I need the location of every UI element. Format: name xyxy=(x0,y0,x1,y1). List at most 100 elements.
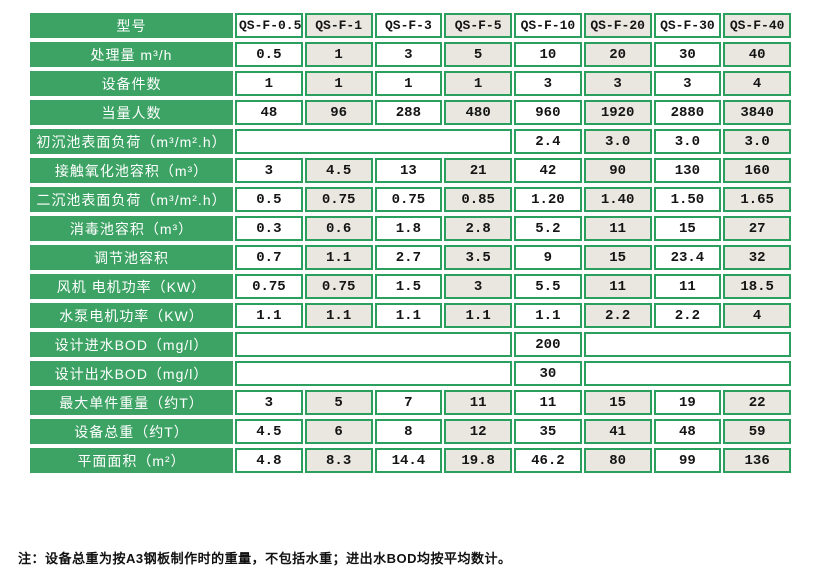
value-cell: 960 xyxy=(514,100,582,125)
spec-table-head: 型号 QS-F-0.5 QS-F-1 QS-F-3 QS-F-5 QS-F-10 QS-F-… xyxy=(30,13,791,38)
value-cell: 0.5 xyxy=(235,42,303,67)
value-cell: 5 xyxy=(444,42,512,67)
model-column-header: QS-F-30 xyxy=(653,13,722,38)
model-row-label: 型号 xyxy=(30,13,233,38)
value-cell: 4 xyxy=(723,71,791,96)
spec-table: 型号 QS-F-0.5 QS-F-1 QS-F-3 QS-F-5 QS-F-10 QS-F-… xyxy=(28,9,793,477)
value-cell: 13 xyxy=(374,158,443,183)
value-cell: 42 xyxy=(514,158,582,183)
value-cell: 48 xyxy=(235,100,303,125)
table-row: 消毒池容积（m³） 0.3 0.6 1.8 2.8 5.2 11 15 27 xyxy=(30,216,791,241)
value-cell: 130 xyxy=(653,158,722,183)
value-cell: 30 xyxy=(653,42,722,67)
value-cell: 1.40 xyxy=(583,187,652,212)
row-label: 设计进水BOD（mg/l） xyxy=(30,332,233,357)
row-label: 二沉池表面负荷（m³/m².h） xyxy=(30,187,233,212)
value-cell: 1.20 xyxy=(514,187,582,212)
value-cell: 21 xyxy=(444,158,512,183)
value-cell: 1 xyxy=(235,71,303,96)
value-cell: 1.50 xyxy=(653,187,722,212)
value-cell: 1.5 xyxy=(374,274,443,299)
table-row: 风机 电机功率（KW） 0.75 0.75 1.5 3 5.5 11 11 18.5 xyxy=(30,274,791,299)
value-cell: 20 xyxy=(583,42,652,67)
value-cell: 1.1 xyxy=(374,303,443,328)
row-label: 平面面积（m²） xyxy=(30,448,233,473)
row-label: 调节池容积 xyxy=(30,245,233,270)
value-cell: 27 xyxy=(723,216,791,241)
value-cell: 11 xyxy=(653,274,722,299)
table-row: 设计出水BOD（mg/l） 30 xyxy=(30,361,791,386)
value-cell: 2.2 xyxy=(583,303,652,328)
value-cell: 11 xyxy=(583,274,652,299)
row-label: 初沉池表面负荷（m³/m².h） xyxy=(30,129,233,154)
value-cell: 1 xyxy=(374,71,443,96)
value-cell: 5.5 xyxy=(514,274,582,299)
empty-cell xyxy=(235,332,512,357)
value-cell: 1.1 xyxy=(235,303,303,328)
empty-cell xyxy=(583,332,791,357)
value-cell: 99 xyxy=(653,448,722,473)
value-cell: 136 xyxy=(723,448,791,473)
row-label: 最大单件重量（约T） xyxy=(30,390,233,415)
table-row: 接触氧化池容积（m³） 3 4.5 13 21 42 90 130 160 xyxy=(30,158,791,183)
value-cell: 0.5 xyxy=(235,187,303,212)
table-row: 处理量 m³/h 0.5 1 3 5 10 20 30 40 xyxy=(30,42,791,67)
model-column-header: QS-F-10 xyxy=(514,13,582,38)
value-cell: 1.1 xyxy=(304,303,373,328)
value-cell: 1.65 xyxy=(723,187,791,212)
value-cell: 3.0 xyxy=(583,129,652,154)
model-column-header: QS-F-3 xyxy=(374,13,443,38)
value-cell: 3 xyxy=(514,71,582,96)
table-row: 水泵电机功率（KW） 1.1 1.1 1.1 1.1 1.1 2.2 2.2 4 xyxy=(30,303,791,328)
row-label: 风机 电机功率（KW） xyxy=(30,274,233,299)
value-cell: 0.75 xyxy=(235,274,303,299)
table-row: 设备件数 1 1 1 1 3 3 3 4 xyxy=(30,71,791,96)
spec-table-body: 处理量 m³/h 0.5 1 3 5 10 20 30 40 设备件数 1 1 1 1 3 3 3 4 当量人数 48… xyxy=(30,42,791,473)
value-cell: 3 xyxy=(235,158,303,183)
value-cell: 0.6 xyxy=(304,216,373,241)
value-cell: 5.2 xyxy=(514,216,582,241)
value-cell: 480 xyxy=(444,100,512,125)
table-row: 二沉池表面负荷（m³/m².h） 0.5 0.75 0.75 0.85 1.20 1.40 1… xyxy=(30,187,791,212)
value-cell: 12 xyxy=(444,419,512,444)
value-cell: 0.75 xyxy=(304,187,373,212)
value-cell: 3 xyxy=(444,274,512,299)
value-cell: 9 xyxy=(514,245,582,270)
value-cell: 160 xyxy=(723,158,791,183)
value-cell: 15 xyxy=(583,245,652,270)
value-cell: 8 xyxy=(374,419,443,444)
value-cell: 288 xyxy=(374,100,443,125)
value-cell: 11 xyxy=(583,216,652,241)
value-cell: 46.2 xyxy=(514,448,582,473)
value-cell: 200 xyxy=(514,332,582,357)
value-cell: 0.75 xyxy=(374,187,443,212)
footnote: 注：设备总重为按A3钢板制作时的重量，不包括水重；进出水BOD均按平均数计。 xyxy=(18,551,512,566)
value-cell: 1.1 xyxy=(444,303,512,328)
empty-cell xyxy=(235,361,512,386)
value-cell: 22 xyxy=(723,390,791,415)
value-cell: 1.8 xyxy=(374,216,443,241)
value-cell: 3.0 xyxy=(723,129,791,154)
value-cell: 41 xyxy=(583,419,652,444)
table-row: 调节池容积 0.7 1.1 2.7 3.5 9 15 23.4 32 xyxy=(30,245,791,270)
value-cell: 2.7 xyxy=(374,245,443,270)
value-cell: 3840 xyxy=(723,100,791,125)
value-cell: 0.7 xyxy=(235,245,303,270)
table-row: 设计进水BOD（mg/l） 200 xyxy=(30,332,791,357)
value-cell: 11 xyxy=(514,390,582,415)
value-cell: 3 xyxy=(653,71,722,96)
value-cell: 5 xyxy=(304,390,373,415)
value-cell: 8.3 xyxy=(304,448,373,473)
row-label: 处理量 m³/h xyxy=(30,42,233,67)
value-cell: 14.4 xyxy=(374,448,443,473)
value-cell: 3.0 xyxy=(653,129,722,154)
value-cell: 59 xyxy=(723,419,791,444)
value-cell: 10 xyxy=(514,42,582,67)
value-cell: 7 xyxy=(374,390,443,415)
value-cell: 3 xyxy=(235,390,303,415)
value-cell: 35 xyxy=(514,419,582,444)
value-cell: 4 xyxy=(723,303,791,328)
value-cell: 2.4 xyxy=(514,129,582,154)
model-column-header: QS-F-20 xyxy=(583,13,652,38)
